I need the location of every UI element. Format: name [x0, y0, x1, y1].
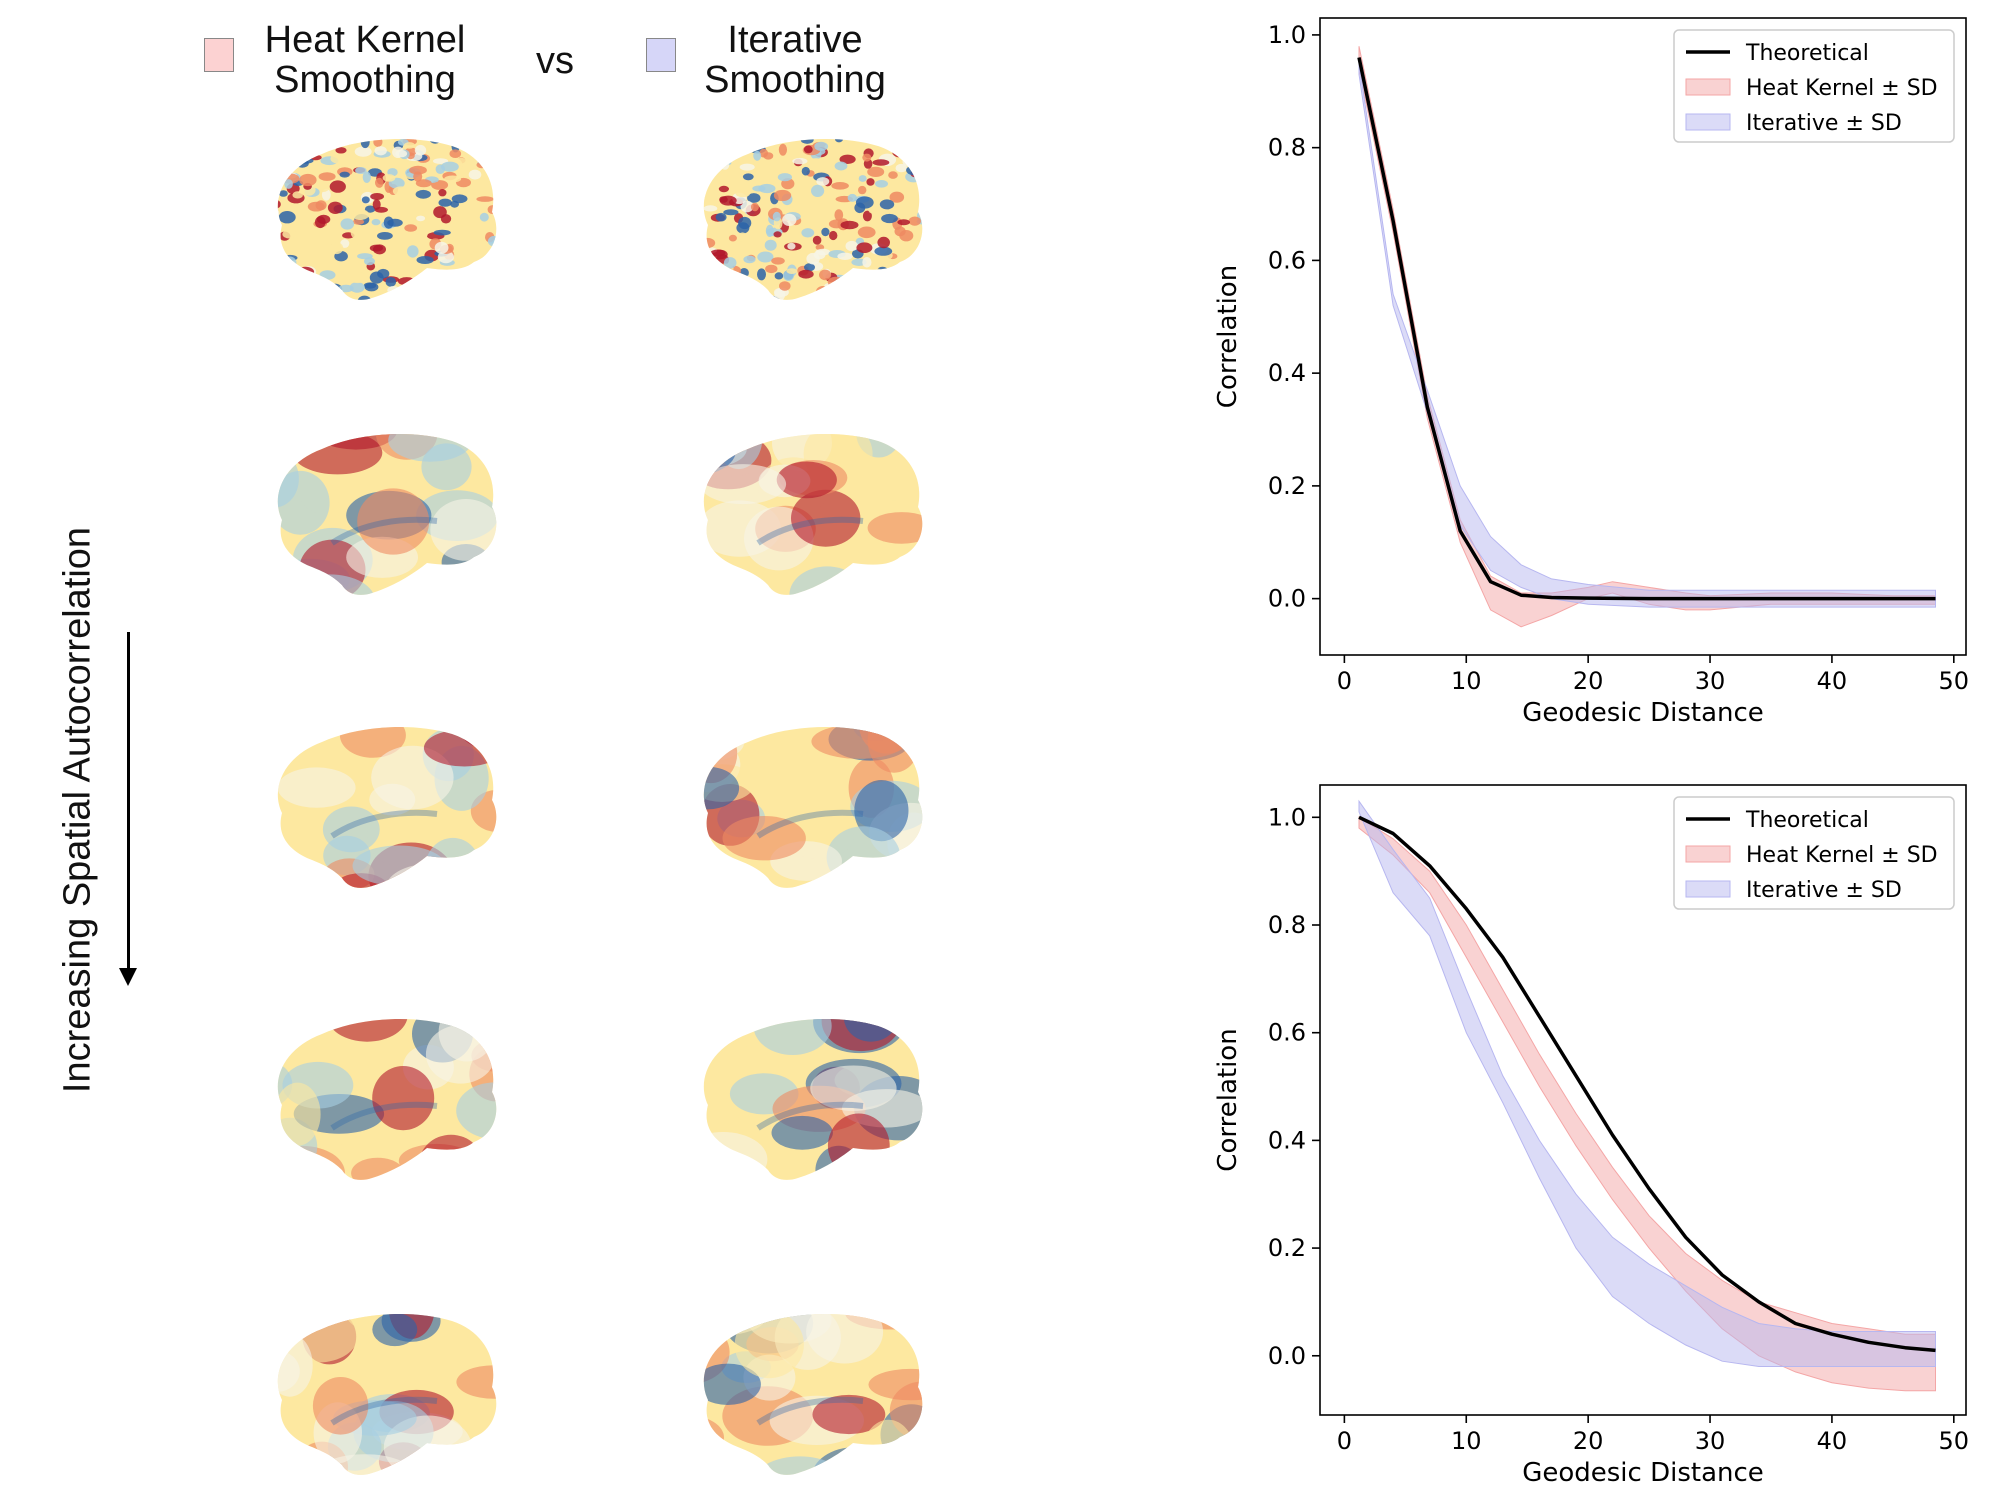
iterative-label-line1: Iterative: [727, 19, 863, 61]
heat-kernel-label-line2: Smoothing: [274, 59, 456, 101]
legend-entry: Iterative ± SD: [1746, 111, 1902, 136]
heat-kernel-label-line1: Heat Kernel: [264, 19, 466, 61]
line-theoretical: [1358, 815, 1936, 1353]
brain-map-row1-iterative: [703, 139, 923, 300]
y-tick-label: 0.2: [1268, 472, 1306, 500]
legend-patch-icon: [1685, 880, 1731, 898]
brain-map-row2-heat-kernel: [277, 434, 497, 595]
legend-entry: Iterative ± SD: [1746, 878, 1902, 903]
y-tick-label: 1.0: [1268, 803, 1306, 831]
plot-frame: [1319, 784, 1967, 1416]
x-tick-label: 20: [1573, 667, 1604, 695]
legend-patch-icon: [1685, 78, 1731, 96]
x-tick-label: 50: [1939, 667, 1970, 695]
brain-map-row5-iterative: [703, 1314, 923, 1475]
x-tick-label: 40: [1817, 667, 1848, 695]
x-tick-label: 30: [1695, 1427, 1726, 1455]
side-label: Increasing Spatial Autocorrelation: [56, 526, 99, 1094]
y-tick-label: 0.4: [1268, 359, 1306, 387]
x-tick-label: 20: [1573, 1427, 1604, 1455]
x-axis-label: Geodesic Distance: [1522, 1458, 1764, 1488]
legend-patch-icon: [1685, 113, 1731, 131]
brain-map-row3-heat-kernel: [277, 727, 497, 888]
y-tick-label: 0.2: [1268, 1234, 1306, 1262]
brain-map-row5-heat-kernel: [277, 1314, 497, 1475]
line-theoretical: [1357, 57, 1936, 601]
legend-entry: Theoretical: [1745, 808, 1869, 833]
y-tick-label: 0.8: [1268, 134, 1306, 162]
arrow-down-icon: [119, 968, 137, 986]
legend-box: [1673, 29, 1955, 143]
y-tick-label: 0.8: [1268, 911, 1306, 939]
y-tick-label: 0.4: [1268, 1126, 1306, 1154]
brain-map-row2-iterative: [703, 434, 923, 595]
iterative-label: Iterative Smoothing: [690, 20, 900, 100]
y-tick-label: 1.0: [1268, 21, 1306, 49]
band-iterative: [1358, 799, 1936, 1367]
x-tick-label: 10: [1451, 1427, 1482, 1455]
correlation-chart-bottom: 0 10 20 30 40 50 0.0 0.2 0.4 0.6 0.8 1.0 Geodesic Di…: [1213, 784, 1970, 1488]
band-iterative: [1358, 63, 1936, 608]
y-axis-label: Correlation: [1213, 265, 1243, 408]
x-tick-label: 40: [1817, 1427, 1848, 1455]
legend-patch-icon: [1685, 845, 1731, 863]
x-tick-label: 0: [1337, 1427, 1352, 1455]
brain-map-row3-iterative: [703, 727, 923, 888]
iterative-swatch: [646, 38, 676, 72]
x-tick-label: 30: [1695, 667, 1726, 695]
y-tick-label: 0.0: [1268, 1342, 1306, 1370]
heat-kernel-swatch: [204, 38, 234, 72]
y-tick-label: 0.0: [1268, 585, 1306, 613]
x-tick-label: 0: [1337, 667, 1352, 695]
correlation-chart-top: 0 10 20 30 40 50 0.0 0.2 0.4 0.6 0.8 1.0 Geodesic Di…: [1213, 17, 1970, 728]
vs-label: vs: [536, 40, 574, 82]
brain-map-row4-heat-kernel: [277, 1019, 497, 1180]
y-axis-label: Correlation: [1213, 1028, 1243, 1171]
legend-box: [1673, 796, 1955, 910]
x-tick-label: 50: [1939, 1427, 1970, 1455]
y-tick-label: 0.6: [1268, 246, 1306, 274]
brain-map-row1-heat-kernel: [277, 139, 497, 300]
legend-entry: Heat Kernel ± SD: [1746, 843, 1938, 868]
x-tick-label: 10: [1451, 667, 1482, 695]
y-tick-label: 0.6: [1268, 1019, 1306, 1047]
iterative-label-line2: Smoothing: [704, 59, 886, 101]
x-axis-label: Geodesic Distance: [1522, 698, 1764, 728]
brain-map-row4-iterative: [703, 1019, 923, 1180]
heat-kernel-label: Heat Kernel Smoothing: [250, 20, 480, 100]
legend-entry: Theoretical: [1745, 41, 1869, 66]
arrow-shaft: [127, 632, 130, 972]
legend-entry: Heat Kernel ± SD: [1746, 76, 1938, 101]
plot-frame: [1319, 17, 1967, 656]
